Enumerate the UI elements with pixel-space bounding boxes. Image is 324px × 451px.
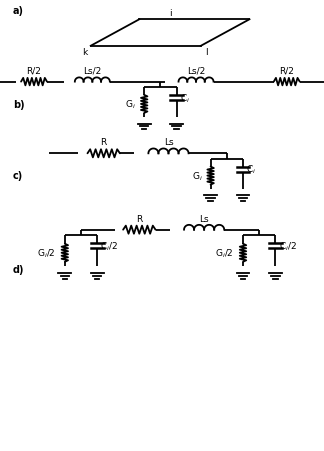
- Text: C$_i$/2: C$_i$/2: [100, 240, 118, 252]
- Text: b): b): [13, 100, 25, 110]
- Text: R/2: R/2: [27, 67, 41, 76]
- Text: Ls: Ls: [164, 138, 173, 147]
- Text: G$_i$/2: G$_i$/2: [215, 247, 234, 259]
- Text: R: R: [100, 138, 107, 147]
- Text: G$_i$: G$_i$: [192, 170, 202, 183]
- Text: G$_i$: G$_i$: [125, 98, 136, 111]
- Text: C$_i$: C$_i$: [246, 164, 256, 176]
- Text: c): c): [13, 171, 23, 181]
- Text: R: R: [136, 214, 143, 223]
- Text: Ls/2: Ls/2: [187, 67, 205, 76]
- Text: d): d): [13, 264, 24, 274]
- Text: R/2: R/2: [279, 67, 294, 76]
- Text: Ls/2: Ls/2: [83, 67, 101, 76]
- Text: k: k: [82, 48, 87, 57]
- Text: G$_i$/2: G$_i$/2: [37, 247, 56, 259]
- Text: C$_i$/2: C$_i$/2: [279, 240, 296, 252]
- Text: Ls: Ls: [199, 214, 209, 223]
- Text: i: i: [169, 9, 171, 18]
- Text: C$_i$: C$_i$: [180, 92, 190, 105]
- Text: a): a): [13, 6, 24, 16]
- Text: l: l: [205, 48, 207, 57]
